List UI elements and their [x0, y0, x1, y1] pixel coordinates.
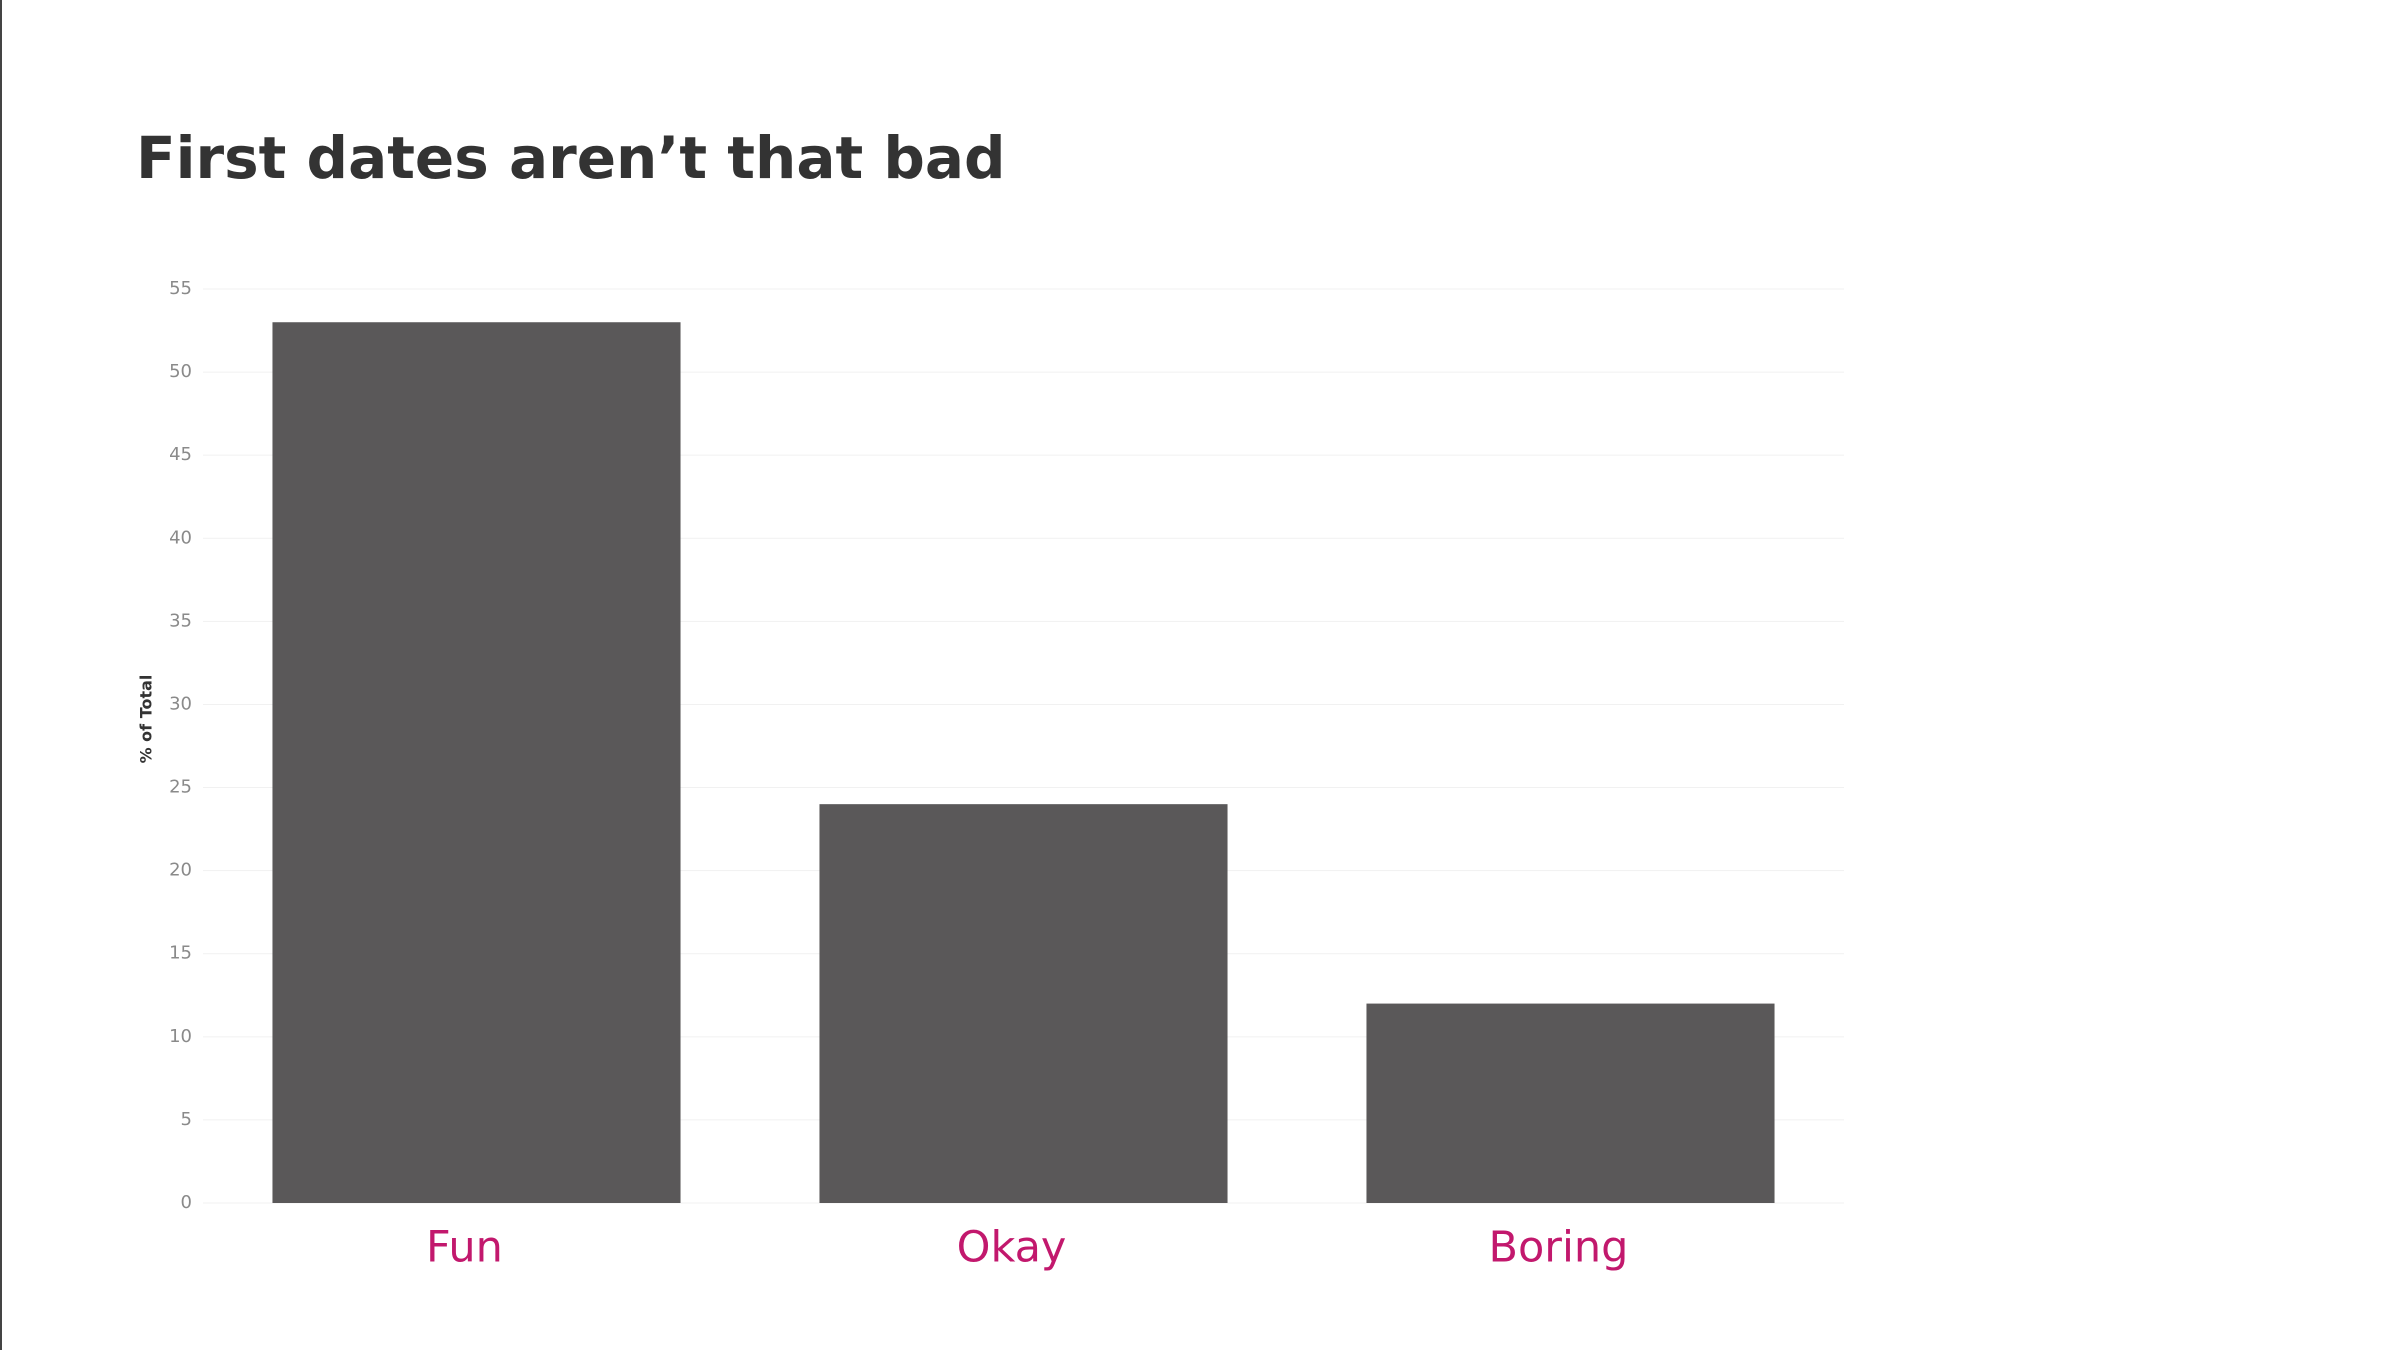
y-tick-label: 50 — [169, 361, 192, 382]
y-tick-label: 25 — [169, 777, 192, 798]
bar — [272, 322, 681, 1204]
bar — [1366, 1003, 1775, 1203]
y-tick-label: 45 — [169, 444, 192, 465]
x-tick-label: Boring — [1489, 1223, 1629, 1273]
y-tick-label: 10 — [169, 1026, 192, 1047]
y-tick-label: 55 — [169, 278, 192, 299]
y-tick-label: 15 — [169, 943, 192, 964]
y-tick-label: 35 — [169, 610, 192, 631]
bar — [819, 804, 1228, 1203]
y-axis-label: % of Total — [137, 675, 156, 764]
y-tick-label: 0 — [181, 1192, 192, 1213]
y-tick-label: 40 — [169, 527, 192, 548]
y-tick-label: 20 — [169, 860, 192, 881]
x-tick-label: Okay — [957, 1223, 1067, 1273]
y-tick-label: 5 — [181, 1109, 192, 1130]
y-tick-label: 30 — [169, 693, 192, 714]
x-tick-label: Fun — [426, 1223, 503, 1273]
chart-title: First dates aren’t that bad — [136, 124, 1006, 192]
